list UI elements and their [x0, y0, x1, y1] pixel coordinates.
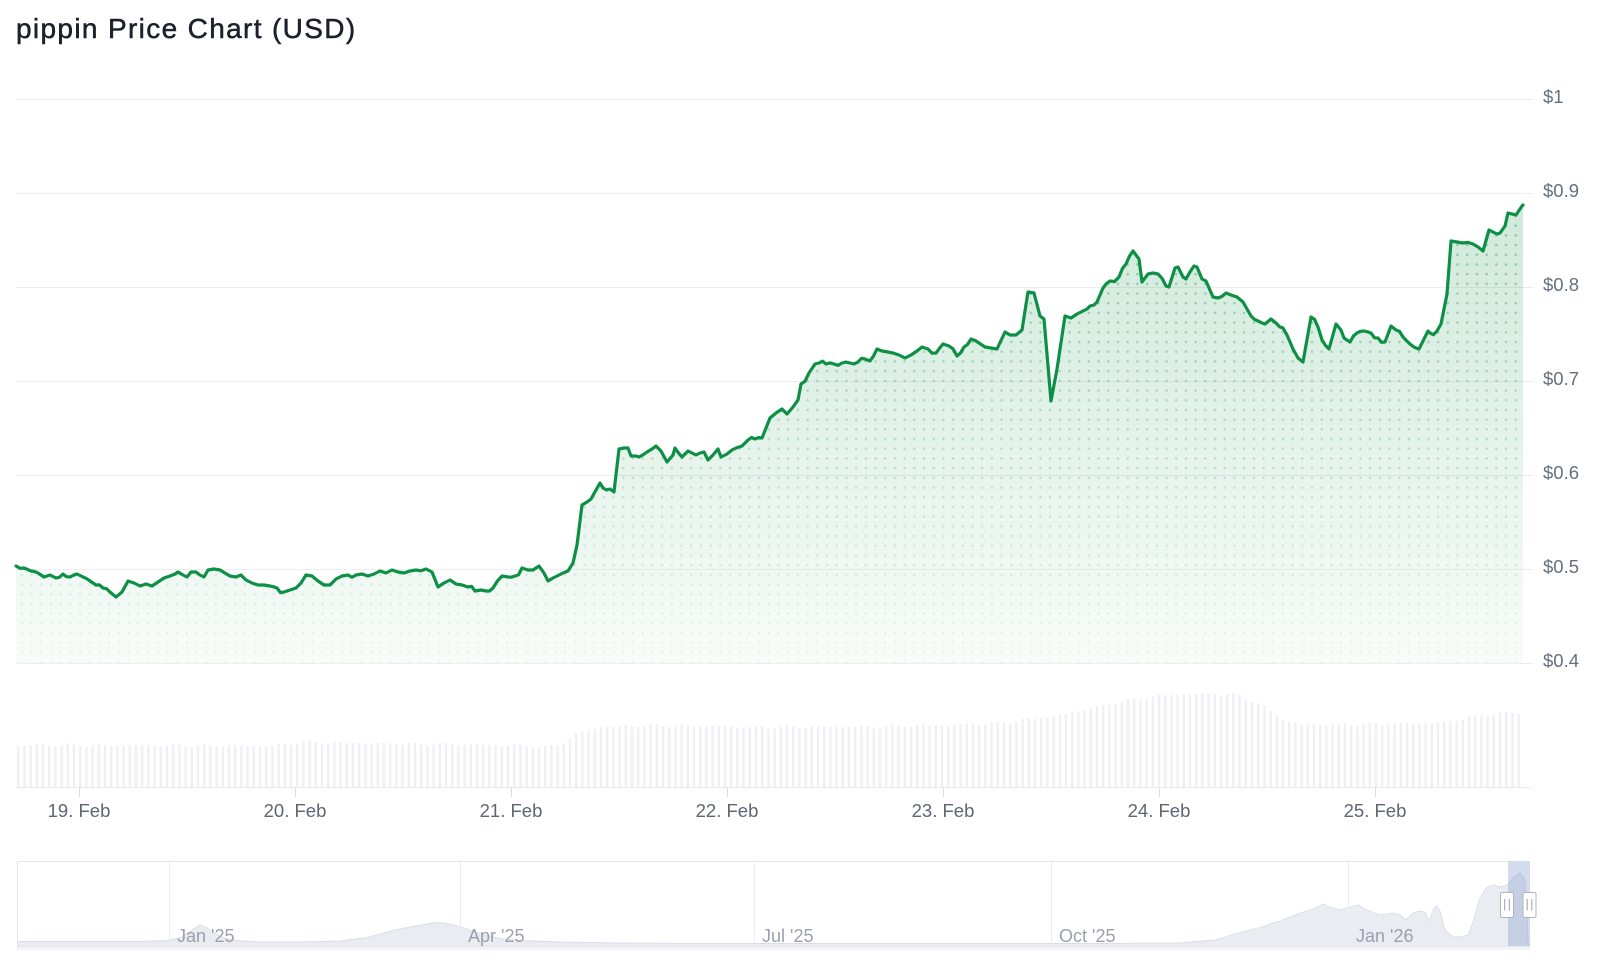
- svg-text:22. Feb: 22. Feb: [696, 800, 759, 821]
- svg-text:24. Feb: 24. Feb: [1128, 800, 1191, 821]
- svg-text:Jan '26: Jan '26: [1356, 926, 1413, 946]
- svg-text:21. Feb: 21. Feb: [480, 800, 543, 821]
- svg-text:$0.4: $0.4: [1543, 650, 1579, 671]
- svg-text:25. Feb: 25. Feb: [1344, 800, 1407, 821]
- svg-text:pippin Price Chart (USD): pippin Price Chart (USD): [16, 13, 357, 44]
- svg-text:Apr '25: Apr '25: [468, 926, 524, 946]
- svg-text:$1: $1: [1543, 86, 1564, 107]
- svg-text:19. Feb: 19. Feb: [48, 800, 111, 821]
- svg-text:23. Feb: 23. Feb: [912, 800, 975, 821]
- svg-text:Oct '25: Oct '25: [1059, 926, 1115, 946]
- svg-text:20. Feb: 20. Feb: [264, 800, 327, 821]
- svg-text:$0.8: $0.8: [1543, 274, 1579, 295]
- svg-text:Jan '25: Jan '25: [177, 926, 234, 946]
- svg-text:$0.7: $0.7: [1543, 368, 1579, 389]
- svg-text:Jul '25: Jul '25: [762, 926, 813, 946]
- svg-text:$0.6: $0.6: [1543, 462, 1579, 483]
- svg-text:$0.5: $0.5: [1543, 556, 1579, 577]
- svg-text:$0.9: $0.9: [1543, 180, 1579, 201]
